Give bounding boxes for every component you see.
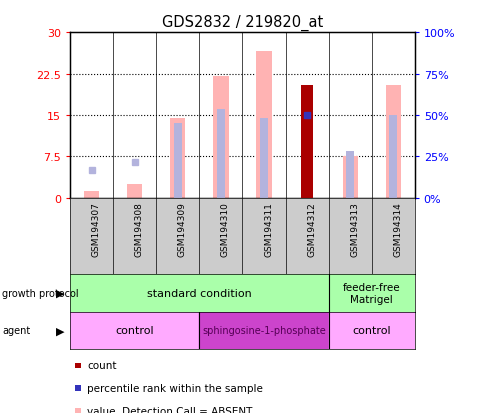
Text: GDS2832 / 219820_at: GDS2832 / 219820_at bbox=[162, 14, 322, 31]
Bar bbox=[301, 85, 312, 198]
Bar bbox=[328, 312, 414, 349]
Text: GSM194307: GSM194307 bbox=[91, 202, 101, 257]
Text: control: control bbox=[115, 325, 154, 335]
Text: feeder-free
Matrigel: feeder-free Matrigel bbox=[342, 282, 400, 304]
Text: percentile rank within the sample: percentile rank within the sample bbox=[87, 383, 263, 393]
Bar bbox=[173, 124, 182, 198]
Bar bbox=[345, 152, 353, 198]
Text: sphingosine-1-phosphate: sphingosine-1-phosphate bbox=[202, 325, 325, 335]
Text: ▶: ▶ bbox=[56, 288, 64, 298]
Bar bbox=[328, 275, 414, 312]
Text: standard condition: standard condition bbox=[147, 288, 251, 298]
Bar bbox=[84, 192, 99, 198]
Bar bbox=[256, 52, 271, 198]
Text: control: control bbox=[351, 325, 390, 335]
Bar bbox=[70, 275, 328, 312]
Text: value, Detection Call = ABSENT: value, Detection Call = ABSENT bbox=[87, 406, 252, 413]
Bar bbox=[170, 119, 185, 198]
Bar bbox=[385, 85, 400, 198]
Text: agent: agent bbox=[2, 325, 30, 335]
Text: GSM194313: GSM194313 bbox=[349, 202, 358, 257]
Text: ▶: ▶ bbox=[56, 325, 64, 335]
Bar bbox=[216, 110, 225, 198]
Bar bbox=[388, 116, 396, 198]
Bar bbox=[127, 185, 142, 198]
Text: GSM194314: GSM194314 bbox=[393, 202, 401, 256]
Text: growth protocol: growth protocol bbox=[2, 288, 79, 298]
Bar bbox=[213, 77, 228, 198]
Bar bbox=[259, 119, 268, 198]
Bar bbox=[199, 312, 328, 349]
Text: GSM194312: GSM194312 bbox=[306, 202, 316, 256]
Text: count: count bbox=[87, 361, 117, 370]
Bar bbox=[70, 312, 199, 349]
Text: GSM194310: GSM194310 bbox=[221, 202, 229, 257]
Text: GSM194309: GSM194309 bbox=[178, 202, 186, 257]
Bar bbox=[342, 157, 357, 198]
Text: GSM194308: GSM194308 bbox=[135, 202, 144, 257]
Text: GSM194311: GSM194311 bbox=[263, 202, 272, 257]
